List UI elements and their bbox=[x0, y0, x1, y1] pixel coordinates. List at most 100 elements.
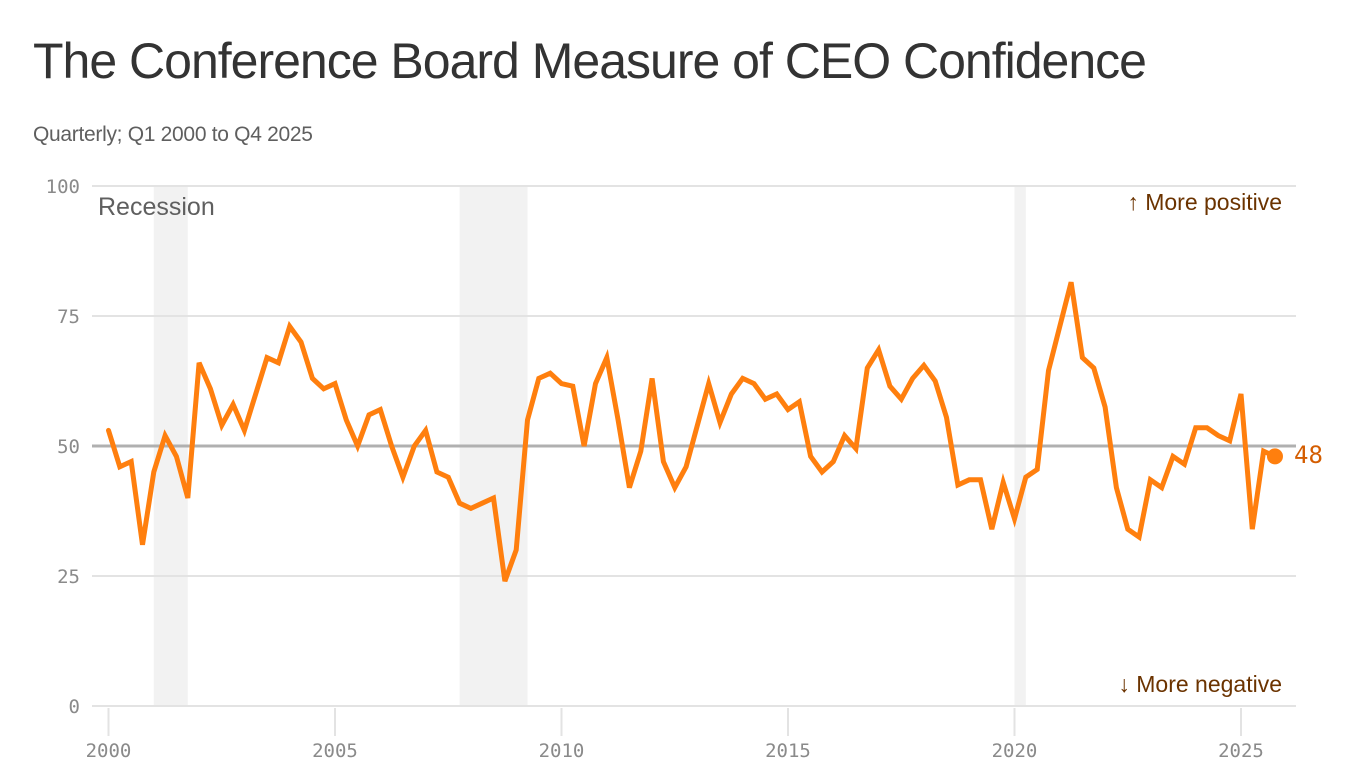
data-point bbox=[638, 449, 643, 454]
data-point bbox=[797, 399, 802, 404]
data-point bbox=[650, 376, 655, 381]
data-point bbox=[921, 363, 926, 368]
data-point bbox=[1159, 485, 1164, 490]
data-point bbox=[570, 384, 575, 389]
data-point bbox=[876, 347, 881, 352]
data-point bbox=[412, 444, 417, 449]
data-point bbox=[865, 366, 870, 371]
data-point bbox=[1250, 527, 1255, 532]
x-tick-label: 2015 bbox=[765, 740, 811, 762]
data-point bbox=[265, 355, 270, 360]
x-axis: 2000 2005 2010 2015 2020 2025 bbox=[86, 708, 1264, 762]
data-point bbox=[1080, 355, 1085, 360]
data-point bbox=[1205, 425, 1210, 430]
more-positive-annotation: ↑ More positive bbox=[1127, 189, 1282, 215]
data-point bbox=[1046, 368, 1051, 373]
data-point bbox=[468, 506, 473, 511]
data-point bbox=[1114, 485, 1119, 490]
data-point bbox=[174, 454, 179, 459]
data-point bbox=[695, 423, 700, 428]
data-point bbox=[910, 376, 915, 381]
data-point bbox=[525, 418, 530, 423]
x-tick-label: 2020 bbox=[992, 740, 1038, 762]
y-tick-label: 25 bbox=[57, 566, 80, 588]
data-point bbox=[1023, 475, 1028, 480]
data-point bbox=[299, 340, 304, 345]
y-axis: 0 25 50 75 100 bbox=[46, 176, 80, 718]
end-point-marker bbox=[1266, 448, 1283, 465]
data-point bbox=[740, 376, 745, 381]
chart-subtitle: Quarterly; Q1 2000 to Q4 2025 bbox=[33, 123, 313, 146]
data-point bbox=[310, 376, 315, 381]
data-point bbox=[1193, 425, 1198, 430]
data-point bbox=[1035, 467, 1040, 472]
data-point bbox=[276, 360, 281, 365]
data-point bbox=[627, 485, 632, 490]
data-point bbox=[1001, 480, 1006, 485]
x-tick-label: 2025 bbox=[1218, 740, 1264, 762]
data-point bbox=[1012, 516, 1017, 521]
data-point bbox=[140, 542, 145, 547]
data-point bbox=[219, 423, 224, 428]
data-point bbox=[389, 444, 394, 449]
data-point bbox=[774, 392, 779, 397]
data-point bbox=[729, 392, 734, 397]
data-point bbox=[344, 418, 349, 423]
data-point bbox=[989, 527, 994, 532]
data-point bbox=[718, 420, 723, 425]
data-point bbox=[434, 470, 439, 475]
data-point bbox=[106, 428, 111, 433]
data-point bbox=[491, 496, 496, 501]
x-tick-label: 2000 bbox=[86, 740, 132, 762]
data-point bbox=[400, 475, 405, 480]
data-point bbox=[1227, 438, 1232, 443]
data-point bbox=[1069, 280, 1074, 285]
x-tick-label: 2010 bbox=[539, 740, 585, 762]
data-point bbox=[616, 418, 621, 423]
data-point bbox=[933, 379, 938, 384]
data-point bbox=[559, 381, 564, 386]
data-point bbox=[604, 355, 609, 360]
y-tick-label: 75 bbox=[57, 306, 80, 328]
data-point bbox=[355, 444, 360, 449]
data-point bbox=[661, 459, 666, 464]
data-point bbox=[899, 397, 904, 402]
more-negative-annotation: ↓ More negative bbox=[1118, 671, 1282, 697]
data-point bbox=[1239, 392, 1244, 397]
data-point bbox=[151, 470, 156, 475]
data-point bbox=[1057, 324, 1062, 329]
data-point bbox=[197, 360, 202, 365]
data-point bbox=[117, 464, 122, 469]
data-point bbox=[457, 501, 462, 506]
data-point bbox=[706, 381, 711, 386]
data-point bbox=[446, 475, 451, 480]
data-point bbox=[819, 470, 824, 475]
data-point bbox=[536, 376, 541, 381]
data-point bbox=[1148, 477, 1153, 482]
data-point bbox=[423, 428, 428, 433]
data-point bbox=[887, 384, 892, 389]
data-point bbox=[853, 446, 858, 451]
data-point bbox=[514, 548, 519, 553]
data-point bbox=[208, 386, 213, 391]
series-group bbox=[106, 280, 1283, 583]
y-tick-label: 50 bbox=[57, 436, 80, 458]
data-point bbox=[321, 386, 326, 391]
data-point bbox=[593, 381, 598, 386]
data-point bbox=[1182, 462, 1187, 467]
data-point bbox=[752, 381, 757, 386]
data-point bbox=[1091, 366, 1096, 371]
data-point bbox=[672, 485, 677, 490]
data-point bbox=[1171, 454, 1176, 459]
data-point bbox=[129, 459, 134, 464]
recession-label: Recession bbox=[98, 193, 215, 221]
data-point bbox=[967, 477, 972, 482]
end-value-label: 48 bbox=[1294, 441, 1323, 469]
chart-title: The Conference Board Measure of CEO Conf… bbox=[33, 33, 1147, 89]
data-point bbox=[333, 381, 338, 386]
data-point bbox=[831, 459, 836, 464]
data-point bbox=[366, 412, 371, 417]
data-point bbox=[1103, 405, 1108, 410]
data-point bbox=[378, 407, 383, 412]
